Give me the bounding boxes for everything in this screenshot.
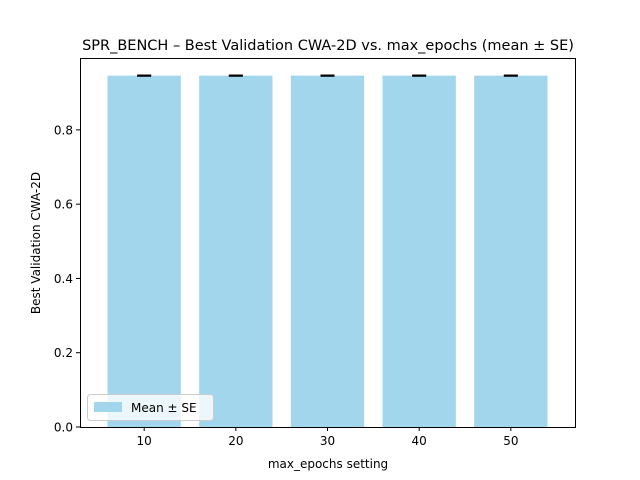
x-axis: 10 20 30 40 50 (137, 427, 518, 448)
y-tick-label-0.8: 0.8 (54, 123, 73, 137)
y-axis-label: Best Validation CWA-2D (29, 172, 43, 314)
bar-40 (382, 75, 456, 427)
y-tick-label-0.4: 0.4 (54, 272, 73, 286)
y-axis: 0.0 0.2 0.4 0.6 0.8 (54, 123, 80, 435)
y-tick-label-0.6: 0.6 (54, 198, 73, 212)
x-tick-label-20: 20 (228, 434, 243, 448)
bar-50 (474, 75, 548, 427)
plot-frame (80, 58, 576, 428)
bar-30 (290, 75, 365, 427)
y-tick-label-0.0: 0.0 (54, 421, 73, 435)
x-tick-label-50: 50 (503, 434, 518, 448)
bars-group (107, 75, 548, 427)
chart-title: SPR_BENCH – Best Validation CWA-2D vs. m… (82, 38, 574, 54)
error-bars-group (137, 74, 518, 77)
legend: Mean ± SE (87, 394, 214, 421)
bar-20 (199, 75, 273, 427)
x-axis-label: max_epochs setting (268, 457, 388, 471)
bar-10 (107, 75, 181, 427)
legend-box (87, 394, 214, 421)
x-tick-label-30: 30 (320, 434, 335, 448)
x-tick-label-40: 40 (412, 434, 427, 448)
legend-label: Mean ± SE (131, 401, 197, 415)
y-tick-label-0.2: 0.2 (54, 346, 73, 360)
x-tick-label-10: 10 (137, 434, 152, 448)
legend-swatch (94, 402, 122, 412)
